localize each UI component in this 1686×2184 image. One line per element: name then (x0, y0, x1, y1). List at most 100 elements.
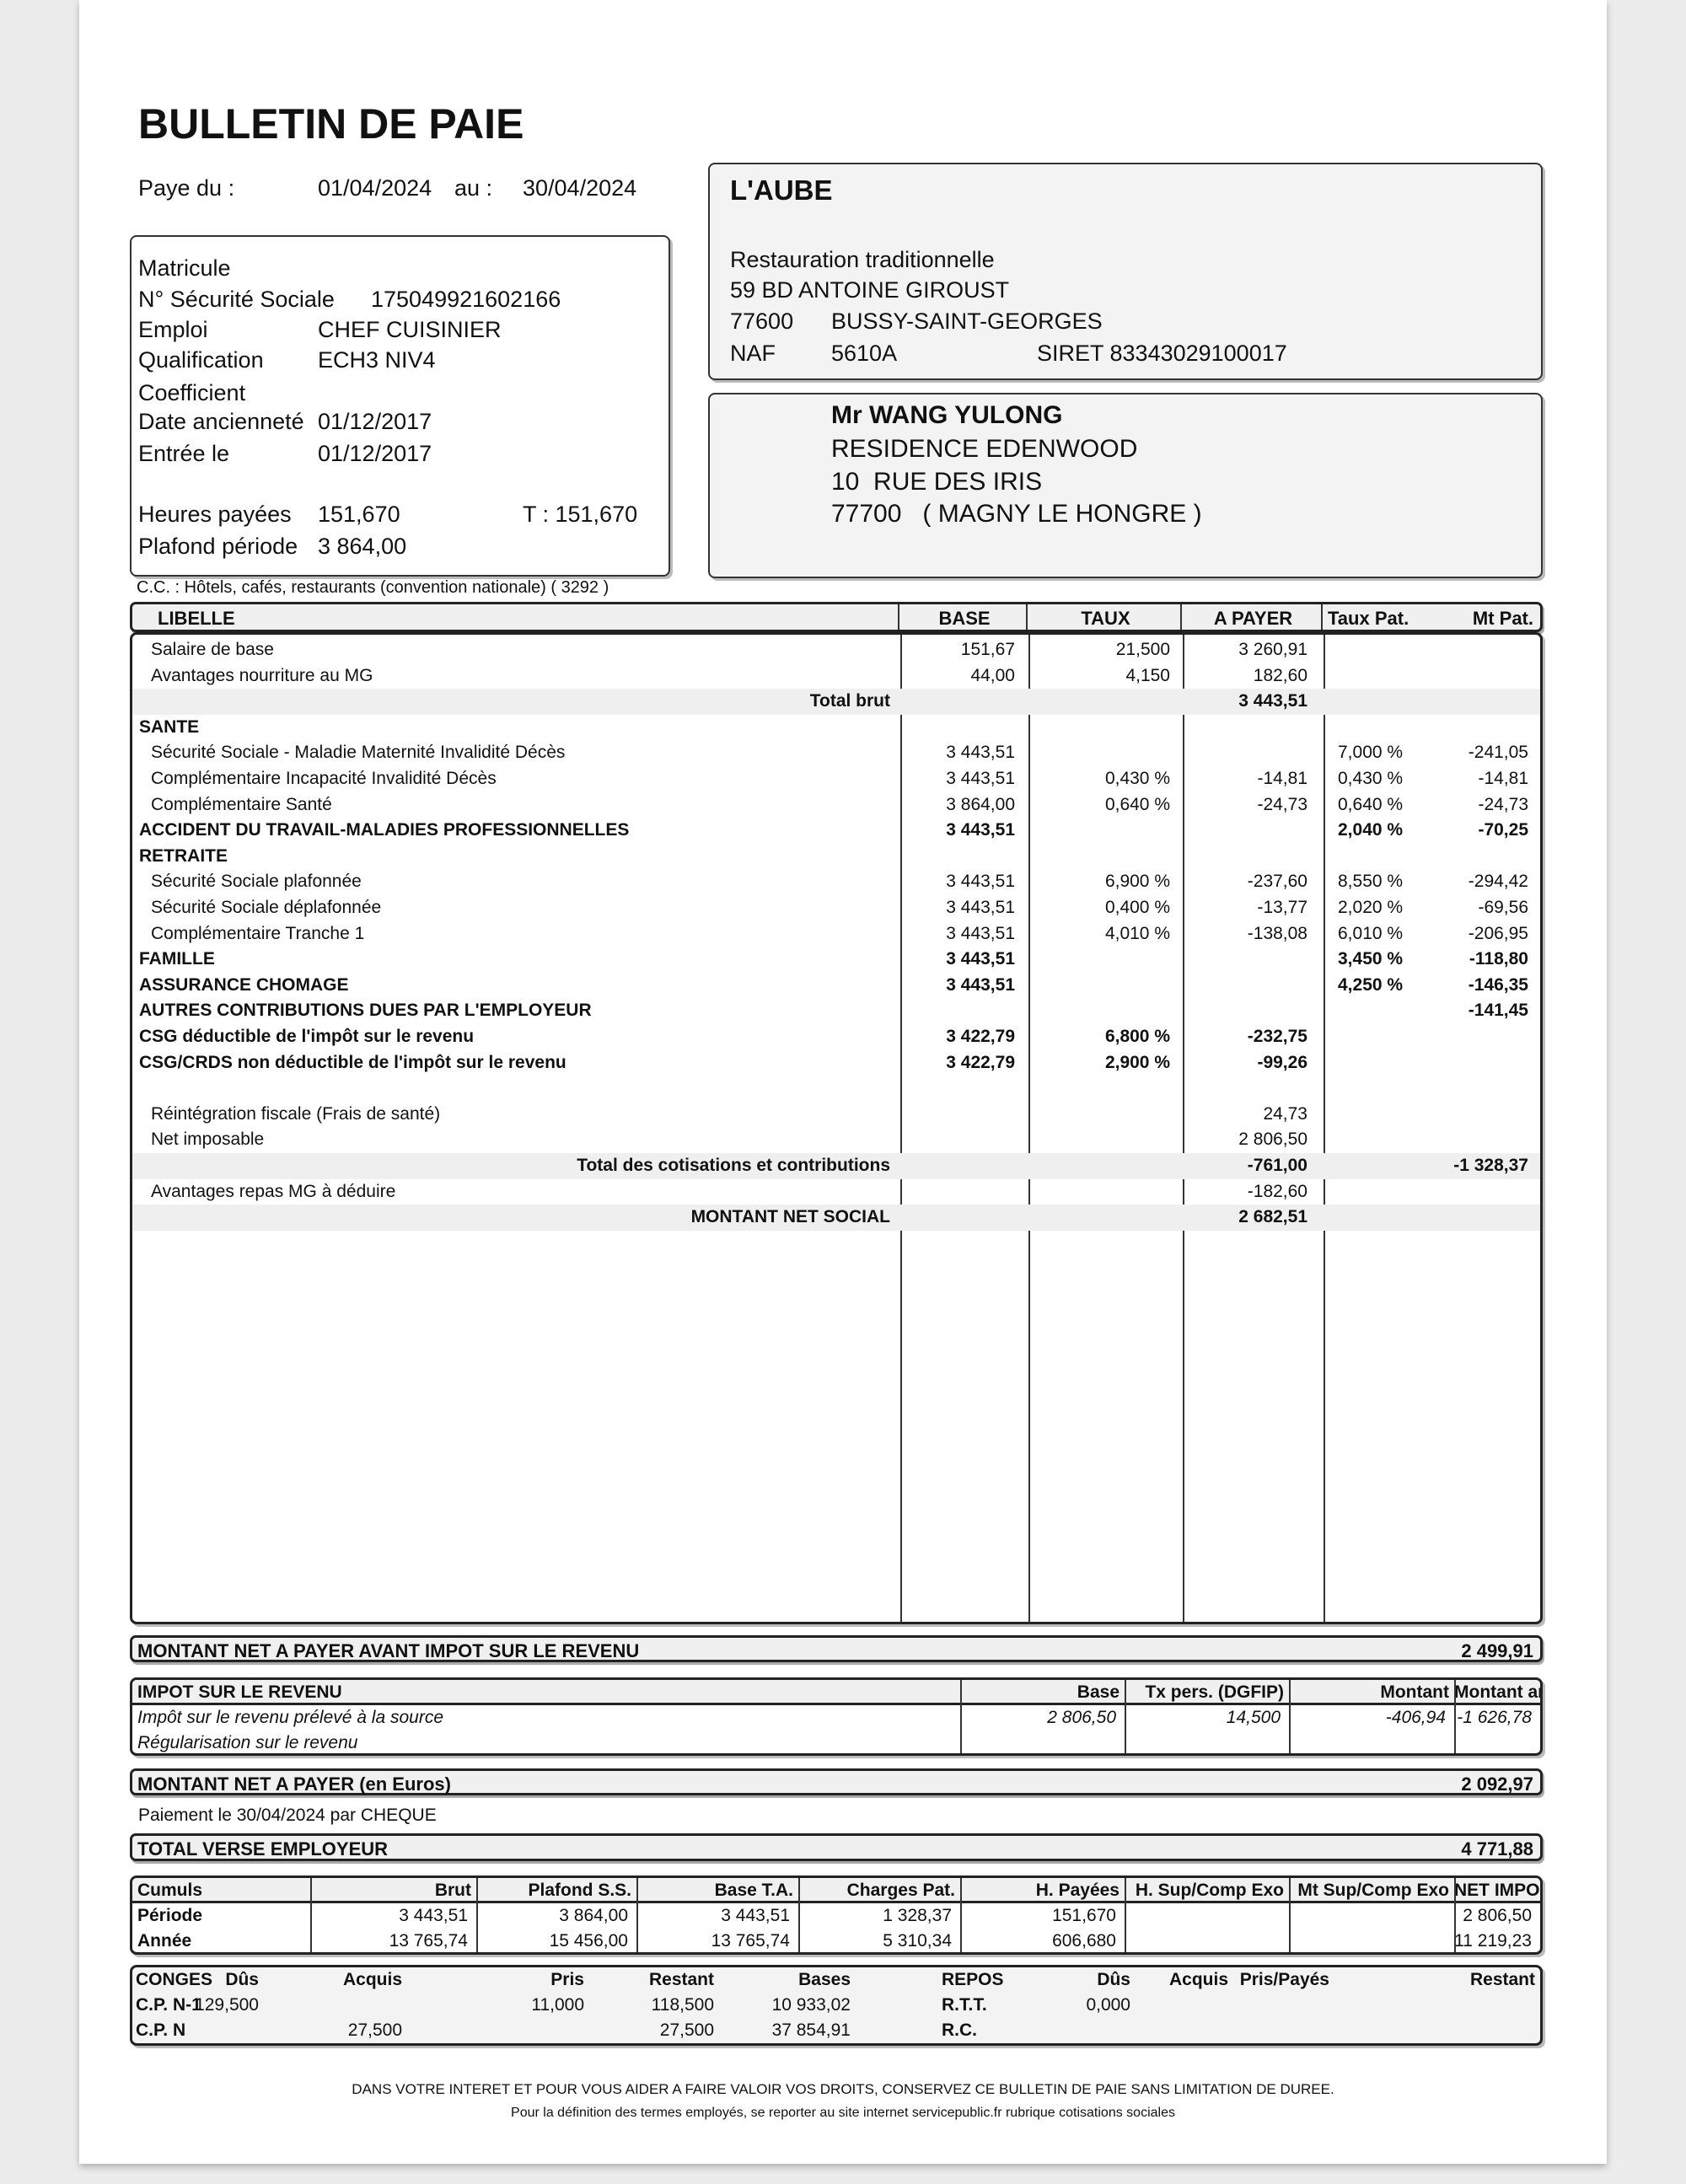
column-header: H. Payées (1035, 1881, 1120, 1900)
table-cell: Impôt sur le revenu prélevé à la source (137, 1708, 444, 1727)
table-row: RETRAITE (132, 844, 1540, 870)
row-taux: 0,640 % (1104, 794, 1170, 814)
pay-lines-table: Salaire de base 151,67 21,500 3 260,91 Avant… (130, 632, 1543, 1624)
employee-field-value: CHEF CUISINIER (318, 317, 502, 342)
row-label: Sécurité Sociale déplafonnée (151, 898, 382, 917)
total-employer-bar: TOTAL VERSE EMPLOYEUR 4 771,88 (130, 1833, 1543, 1861)
footer-reference: Pour la définition des termes employés, … (511, 2106, 1175, 2120)
row-label: Sécurité Sociale - Maladie Maternité Inv… (151, 743, 566, 763)
cumuls-table: Cumuls Brut Plafond S.S. Base T.A. Charges P… (130, 1875, 1543, 1955)
table-cell: 2 806,50 (1047, 1708, 1116, 1727)
row-taux-pat: 3,450 % (1338, 949, 1404, 969)
row-a-payer: -232,75 (1247, 1027, 1307, 1046)
net-pay-value: 2 092,97 (1461, 1773, 1533, 1795)
row-taux: 6,800 % (1104, 1027, 1170, 1046)
row-label: FAMILLE (139, 949, 215, 969)
naf-code: 5610A (831, 341, 898, 366)
conges-cell: Pris/Payés (1239, 1970, 1329, 1989)
table-row: FAMILLE 3 443,51 3,450 % -118,80 (132, 947, 1540, 973)
employer-name: L'AUBE (730, 174, 833, 206)
column-divider (1026, 604, 1028, 630)
row-base: 44,00 (970, 665, 1015, 685)
row-a-payer: -237,60 (1247, 872, 1307, 892)
row-taux: 21,500 (1115, 640, 1170, 659)
table-row: Complémentaire Santé 3 864,00 0,640 % -24,7… (132, 792, 1540, 818)
hours-total: T : 151,670 (523, 502, 638, 527)
row-label: AUTRES CONTRIBUTIONS DUES PAR L'EMPLOYEU… (139, 1001, 592, 1021)
row-taux-pat: 7,000 % (1338, 743, 1404, 763)
employee-field-value: ECH3 NIV4 (318, 347, 436, 373)
column-header: Base T.A. (714, 1881, 793, 1900)
table-cell: -406,94 (1385, 1708, 1446, 1727)
row-mt-pat: -118,80 (1469, 949, 1528, 969)
net-before-tax-value: 2 499,91 (1461, 1640, 1533, 1661)
recipient-box: Mr WANG YULONG RESIDENCE EDENWOOD 10 RUE… (708, 393, 1543, 578)
conges-cell: 37 854,91 (771, 2020, 851, 2040)
row-mt-pat: -70,25 (1478, 820, 1528, 840)
row-label: Avantages nourriture au MG (151, 665, 373, 685)
conges-cell: C.P. N (136, 2020, 186, 2040)
row-taux-pat: 2,040 % (1338, 820, 1404, 840)
row-base: 3 443,51 (946, 898, 1015, 917)
table-row: CSG/CRDS non déductible de l'impôt sur l… (132, 1050, 1540, 1076)
table-cell: Régularisation sur le revenu (137, 1733, 358, 1752)
column-divider (1289, 1878, 1291, 1952)
conges-cell: R.C. (942, 2020, 977, 2040)
column-header: Tx pers. (DGFIP) (1145, 1682, 1284, 1702)
table-cell: -1 626,78 (1457, 1708, 1532, 1727)
siret: SIRET 83343029100017 (1037, 341, 1287, 366)
row-a-payer: -182,60 (1247, 1181, 1307, 1201)
table-row: Net imposable 2 806,50 (132, 1127, 1540, 1153)
employer-address: 59 BD ANTOINE GIROUST (730, 277, 1010, 303)
employee-field-label: Qualification (138, 347, 264, 373)
row-mt-pat: -141,45 (1468, 1001, 1528, 1021)
plafond-label: Plafond période (138, 534, 298, 559)
row-base: 3 443,51 (946, 923, 1015, 943)
conges-cell: 129,500 (195, 1995, 259, 2015)
table-row: Sécurité Sociale plafonnée 3 443,51 6,900 … (132, 869, 1540, 895)
row-mt-pat: -24,73 (1478, 794, 1528, 814)
table-row: Salaire de base 151,67 21,500 3 260,91 (132, 637, 1540, 663)
column-divider (898, 604, 899, 630)
conges-cell: R.T.T. (942, 1995, 987, 2015)
row-base: 3 443,51 (946, 769, 1015, 788)
row-base: 3 443,51 (946, 743, 1015, 763)
employee-field-value: 01/12/2017 (318, 409, 432, 434)
employee-field-label: N° Sécurité Sociale (138, 287, 335, 312)
net-before-tax-bar: MONTANT NET A PAYER AVANT IMPOT SUR LE R… (130, 1635, 1543, 1662)
row-base: 3 443,51 (946, 949, 1015, 969)
net-pay-label: MONTANT NET A PAYER (en Euros) (137, 1773, 451, 1795)
net-pay-bar: MONTANT NET A PAYER (en Euros) 2 092,97 (130, 1768, 1543, 1795)
employer-box: L'AUBE Restauration traditionnelle 59 BD… (708, 163, 1543, 380)
table-cell: 14,500 (1226, 1708, 1281, 1727)
hours-label: Heures payées (138, 502, 292, 527)
row-label: Complémentaire Incapacité Invalidité Déc… (151, 769, 497, 788)
row-base: 3 864,00 (946, 794, 1015, 814)
table-cell: 3 443,51 (399, 1906, 468, 1925)
table-cell: Année (137, 1931, 192, 1951)
row-a-payer: -24,73 (1257, 794, 1307, 814)
table-row: CSG déductible de l'impôt sur le revenu 3… (132, 1024, 1540, 1050)
employee-field-label: Entrée le (138, 441, 230, 466)
column-header: A PAYER (1213, 608, 1293, 629)
table-row: Réintégration fiscale (Frais de santé) 24… (132, 1102, 1540, 1128)
column-header: NET IMPOSABLE (1454, 1881, 1540, 1900)
column-header: Mt Sup/Comp Exo (1297, 1881, 1449, 1900)
row-base: 3 422,79 (946, 1052, 1015, 1072)
row-base: 3 422,79 (946, 1027, 1015, 1046)
table-header-row: IMPOT SUR LE REVENU Base Tx pers. (DGFIP) M… (132, 1680, 1540, 1705)
total-employer-label: TOTAL VERSE EMPLOYEUR (137, 1838, 389, 1859)
row-label: ASSURANCE CHOMAGE (139, 974, 349, 995)
table-row: ASSURANCE CHOMAGE 3 443,51 4,250 % -146,35 (132, 973, 1540, 999)
row-mt-pat: -69,56 (1478, 898, 1528, 917)
column-divider (798, 1878, 800, 1952)
column-header: Taux Pat. (1328, 608, 1409, 629)
row-taux: 0,430 % (1104, 769, 1170, 788)
table-cell: 13 765,74 (389, 1931, 468, 1951)
conges-cell: 27,500 (347, 2020, 402, 2040)
column-header: Plafond S.S. (528, 1881, 631, 1900)
document-title: BULLETIN DE PAIE (138, 100, 524, 148)
row-label: Total des cotisations et contributions (577, 1156, 890, 1175)
table-cell: Période (137, 1906, 203, 1925)
period-label: Paye du : (138, 175, 235, 201)
